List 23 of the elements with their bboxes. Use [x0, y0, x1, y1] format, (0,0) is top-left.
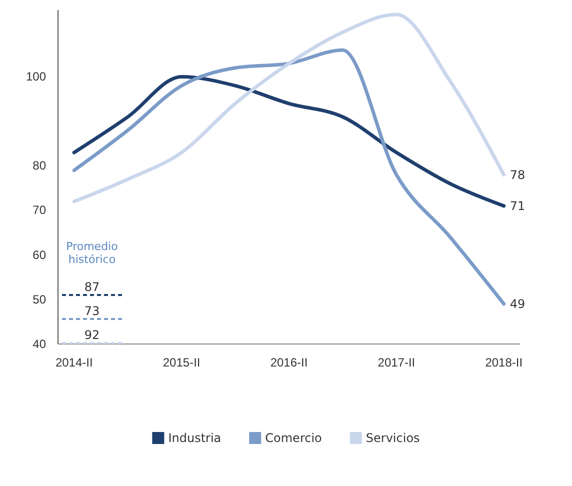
legend-label: Comercio: [265, 431, 322, 445]
annotation: 73: [84, 304, 100, 318]
y-tick-label: 80: [32, 158, 46, 173]
annotation: Promedio histórico: [66, 240, 118, 266]
y-tick-label: 50: [32, 292, 46, 306]
x-tick-label: 2016-II: [270, 356, 308, 370]
data-label: 71: [510, 198, 526, 213]
annotation: 92: [84, 328, 100, 342]
line-series: [72, 75, 506, 208]
x-tick-label: 2015-II: [162, 356, 200, 370]
annotation: 87: [84, 280, 100, 294]
y-tick-label: 60: [32, 248, 46, 262]
y-tick-label: 100: [26, 70, 46, 84]
legend-label: Industria: [168, 431, 222, 445]
x-tick-label: 2014-II: [55, 356, 93, 370]
data-label: 78: [510, 168, 526, 182]
y-tick-label: 40: [32, 336, 46, 351]
x-tick-label: 2017-II: [378, 356, 416, 370]
legend-label: Servicios: [366, 431, 420, 445]
x-tick-label: 2018-II: [485, 356, 523, 370]
data-label: 49: [510, 296, 526, 311]
y-tick-label: 70: [32, 203, 46, 218]
line-series: [72, 12, 506, 204]
